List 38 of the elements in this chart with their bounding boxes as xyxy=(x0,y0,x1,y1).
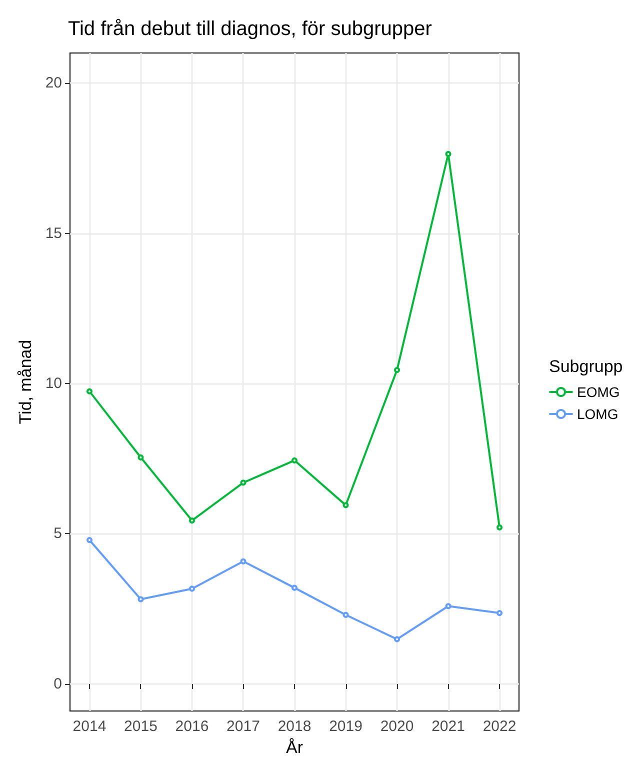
point xyxy=(445,603,452,610)
point xyxy=(188,586,195,592)
legend-label: LOMG xyxy=(577,406,618,422)
point xyxy=(292,457,298,464)
point xyxy=(188,518,195,524)
point xyxy=(496,524,503,530)
y-tick-label: 0 xyxy=(54,675,62,692)
y-tick-label: 5 xyxy=(54,525,62,542)
x-tick-label: 2020 xyxy=(380,718,414,735)
point xyxy=(342,502,349,508)
point xyxy=(496,610,503,616)
point xyxy=(86,537,92,544)
x-tick-label: 2014 xyxy=(72,718,106,735)
x-tick-label: 2016 xyxy=(175,718,209,735)
point xyxy=(240,480,246,486)
chart-title: Tid från debut till diagnos, för subgrupper xyxy=(68,18,432,40)
x-axis-title: År xyxy=(286,738,304,757)
point xyxy=(138,596,144,602)
legend-title: Subgrupp xyxy=(549,357,623,376)
point xyxy=(445,150,452,157)
y-tick-label: 10 xyxy=(45,375,62,392)
point xyxy=(138,454,144,460)
x-tick-label: 2022 xyxy=(482,718,516,735)
point xyxy=(240,558,246,564)
x-tick-label: 2021 xyxy=(432,718,465,735)
y-tick-label: 15 xyxy=(45,224,62,242)
point xyxy=(292,584,298,591)
x-tick-label: 2019 xyxy=(329,718,362,735)
x-tick-label: 2015 xyxy=(124,718,158,735)
x-tick-label: 2017 xyxy=(226,718,260,735)
y-tick-label: 20 xyxy=(45,74,62,92)
point xyxy=(342,612,349,618)
legend-label: EOMG xyxy=(577,384,620,400)
point xyxy=(86,388,92,394)
x-tick-label: 2018 xyxy=(278,718,312,735)
y-axis-title: Tid, månad xyxy=(16,340,35,424)
point xyxy=(394,366,400,373)
point xyxy=(394,636,400,642)
